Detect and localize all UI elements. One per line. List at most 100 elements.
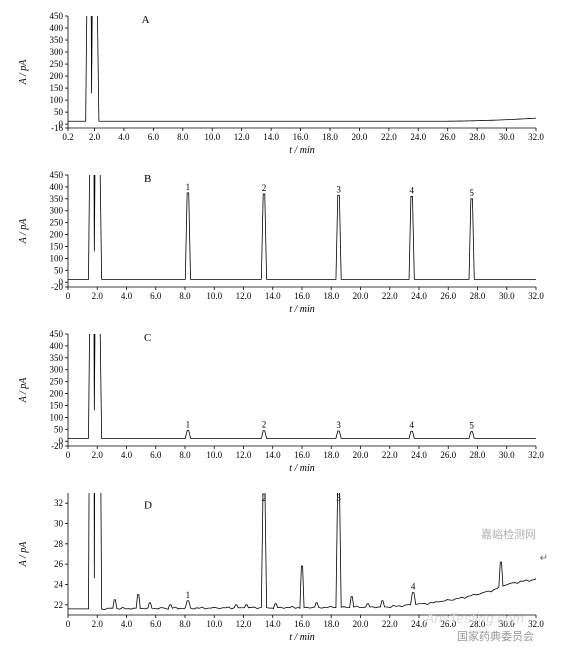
- y-tick-label: 0: [59, 436, 64, 446]
- x-axis-label: t / min: [289, 463, 315, 474]
- y-tick-label: 200: [50, 389, 64, 399]
- y-tick-label: 50: [54, 265, 64, 275]
- peak-label: 1: [186, 182, 191, 192]
- peak-label: 4: [409, 185, 414, 195]
- y-tick-label: 30: [54, 519, 64, 529]
- x-tick-label: 16.0: [294, 619, 310, 629]
- y-tick-label: 300: [50, 365, 64, 375]
- y-tick-label: 200: [50, 71, 64, 81]
- x-axis-label: t / min: [289, 632, 315, 643]
- x-tick-label: 4.0: [121, 291, 133, 301]
- x-tick-label: 10.0: [204, 132, 220, 142]
- peak-label: 5: [469, 188, 474, 198]
- x-tick-label: 0: [66, 619, 71, 629]
- y-tick-label: 200: [50, 230, 64, 240]
- x-tick-label: 24.0: [411, 291, 427, 301]
- x-tick-label: 2.0: [92, 450, 104, 460]
- chromatogram-svg: 02.04.06.08.010.012.014.016.018.020.022.…: [10, 328, 554, 478]
- y-tick-label: 26: [54, 559, 64, 569]
- x-tick-label: 30.0: [499, 450, 515, 460]
- y-tick-label: 400: [50, 23, 64, 33]
- y-tick-label: 150: [50, 83, 64, 93]
- x-tick-label: 24.0: [411, 450, 427, 460]
- watermark-text: 国家药典委员会: [457, 628, 534, 644]
- peak-label: 1: [186, 590, 191, 600]
- x-tick-label: 26.0: [440, 132, 456, 142]
- x-tick-label: 32.0: [528, 132, 544, 142]
- axes: [68, 16, 536, 128]
- x-tick-label: 26.0: [440, 450, 456, 460]
- axes: [68, 175, 536, 287]
- x-tick-label: 10.0: [206, 450, 222, 460]
- x-tick-label: 22.0: [382, 291, 398, 301]
- x-tick-label: 12.0: [236, 619, 252, 629]
- x-tick-label: 28.0: [469, 132, 485, 142]
- x-tick-label: 20.0: [353, 619, 369, 629]
- y-tick-label: 22: [54, 600, 63, 610]
- peak-label: 4: [411, 582, 416, 592]
- watermark-faint: AnyTesting.com: [425, 610, 524, 626]
- y-tick-label: 400: [50, 182, 64, 192]
- x-tick-label: 14.0: [265, 450, 281, 460]
- x-tick-label: 12.0: [234, 132, 250, 142]
- x-tick-label: 0.2: [62, 132, 73, 142]
- peak-label: 3: [336, 420, 341, 430]
- y-tick-label: 250: [50, 377, 64, 387]
- y-tick-label: 100: [50, 95, 64, 105]
- y-tick-label: 250: [50, 59, 64, 69]
- x-tick-label: 32.0: [528, 450, 544, 460]
- x-tick-label: 12.0: [236, 291, 252, 301]
- x-tick-label: 6.0: [150, 450, 162, 460]
- axes: [68, 334, 536, 446]
- x-tick-label: 18.0: [323, 619, 339, 629]
- y-tick-label: 350: [50, 194, 64, 204]
- x-tick-label: 8.0: [179, 450, 191, 460]
- panel-label: D: [144, 499, 152, 511]
- x-tick-label: 8.0: [179, 619, 191, 629]
- x-tick-label: 18.0: [323, 291, 339, 301]
- chromatogram-svg: 0.22.04.06.08.010.012.014.016.018.020.02…: [10, 10, 554, 160]
- x-tick-label: 22.0: [382, 619, 398, 629]
- x-tick-label: 16.0: [294, 291, 310, 301]
- x-tick-label: 4.0: [121, 619, 133, 629]
- y-tick-label: 300: [50, 206, 64, 216]
- x-tick-label: 4.0: [118, 132, 130, 142]
- trace-line: [68, 487, 536, 610]
- x-tick-label: 6.0: [148, 132, 160, 142]
- y-axis-label: A / pA: [18, 541, 29, 568]
- x-axis-label: t / min: [289, 304, 315, 315]
- x-tick-label: 28.0: [470, 450, 486, 460]
- y-tick-label: 32: [54, 498, 63, 508]
- x-tick-label: 16.0: [293, 132, 309, 142]
- watermark-text-2: 嘉峪检测网: [481, 526, 536, 542]
- peak-label: 2: [262, 493, 267, 503]
- x-tick-label: 10.0: [206, 291, 222, 301]
- trace-line: [68, 10, 536, 121]
- peak-label: 2: [262, 420, 267, 430]
- y-tick-label: 28: [54, 539, 64, 549]
- y-tick-label: 450: [50, 329, 64, 339]
- x-tick-label: 2.0: [92, 619, 104, 629]
- y-tick-label: 150: [50, 241, 64, 251]
- x-tick-label: 26.0: [440, 291, 456, 301]
- y-tick-label: 0: [59, 277, 64, 287]
- panel-label: C: [144, 332, 151, 344]
- y-tick-label: 150: [50, 400, 64, 410]
- y-axis-label: A / pA: [18, 218, 29, 245]
- y-tick-label: 450: [50, 170, 64, 180]
- y-tick-label: 400: [50, 341, 64, 351]
- x-tick-label: 14.0: [263, 132, 279, 142]
- chart-panel-A: 0.22.04.06.08.010.012.014.016.018.020.02…: [10, 10, 554, 165]
- y-tick-label: 300: [50, 47, 64, 57]
- x-tick-label: 2.0: [89, 132, 101, 142]
- y-tick-label: 250: [50, 218, 64, 228]
- return-icon: ↵: [540, 553, 548, 564]
- x-tick-label: 28.0: [470, 291, 486, 301]
- y-axis-label: A / pA: [18, 59, 29, 86]
- x-axis-label: t / min: [289, 145, 315, 156]
- chart-panel-B: 02.04.06.08.010.012.014.016.018.020.022.…: [10, 169, 554, 324]
- x-tick-label: 2.0: [92, 291, 104, 301]
- x-tick-label: 14.0: [265, 619, 281, 629]
- peak-label: 3: [336, 184, 341, 194]
- x-tick-label: 4.0: [121, 450, 133, 460]
